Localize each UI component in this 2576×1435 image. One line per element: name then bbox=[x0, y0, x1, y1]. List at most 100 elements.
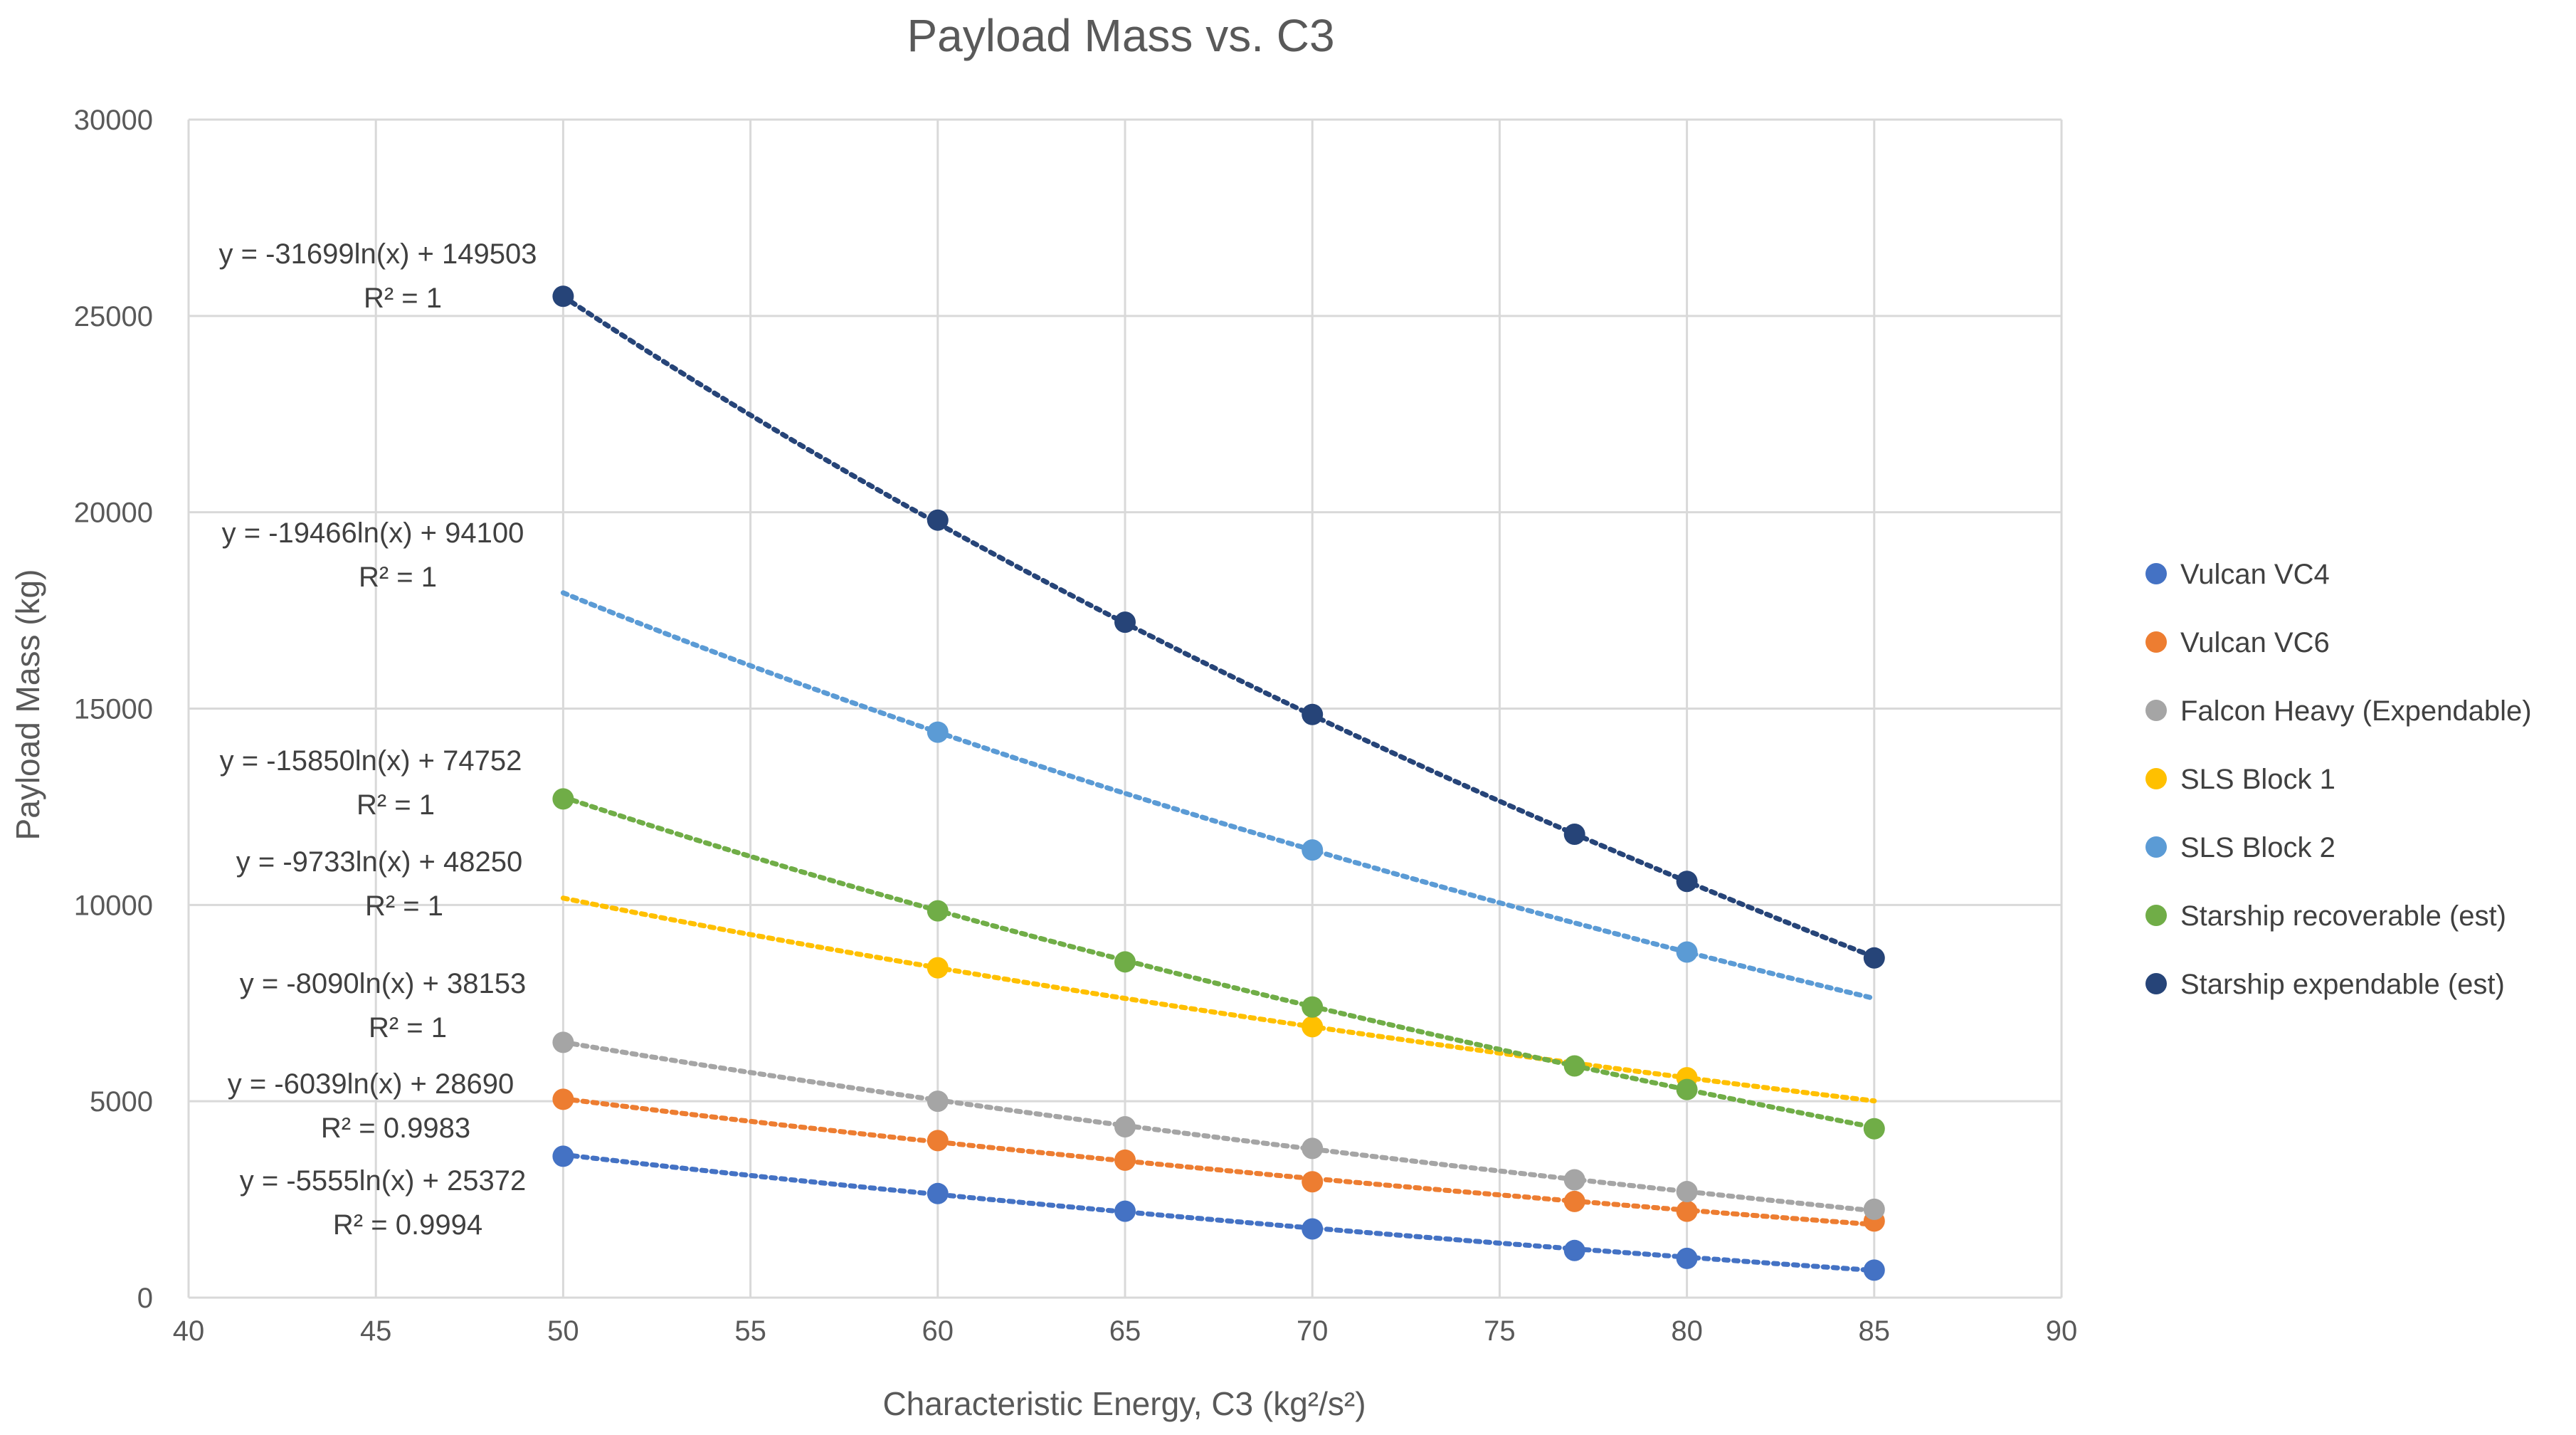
point-starship-expendable-est bbox=[552, 285, 574, 308]
y-axis-title: Payload Mass (kg) bbox=[9, 569, 46, 841]
point-falcon-heavy-expendable bbox=[1863, 1198, 1885, 1220]
trendline-starship-recoverable-est bbox=[560, 794, 1877, 1130]
trendline-equation-falcon-heavy-expendable: y = -8090ln(x) + 38153 bbox=[240, 968, 526, 999]
x-tick-label: 45 bbox=[360, 1315, 392, 1347]
legend-label-vulcan-vc6: Vulcan VC6 bbox=[2180, 627, 2330, 658]
legend-label-falcon-heavy-expendable: Falcon Heavy (Expendable) bbox=[2180, 695, 2532, 727]
trendline-r2-sls-block-2: R² = 1 bbox=[359, 562, 437, 593]
y-tick-label: 30000 bbox=[74, 105, 153, 136]
point-starship-expendable-est bbox=[1676, 871, 1698, 893]
trendline-equation-starship-recoverable-est: y = -15850ln(x) + 74752 bbox=[220, 745, 522, 777]
point-vulcan-vc6 bbox=[1114, 1149, 1136, 1171]
x-tick-label: 90 bbox=[2046, 1315, 2078, 1347]
point-starship-expendable-est bbox=[1863, 947, 1885, 969]
x-tick-label: 50 bbox=[547, 1315, 579, 1347]
point-vulcan-vc6 bbox=[927, 1130, 949, 1152]
y-tick-label: 0 bbox=[137, 1283, 153, 1314]
point-starship-expendable-est bbox=[1563, 824, 1585, 846]
point-starship-recoverable-est bbox=[552, 788, 574, 810]
trendline-sls-block-2 bbox=[560, 590, 1877, 1002]
legend-marker-sls-block-1 bbox=[2145, 768, 2167, 789]
legend-marker-vulcan-vc6 bbox=[2145, 631, 2167, 653]
point-vulcan-vc4 bbox=[1563, 1239, 1585, 1261]
point-starship-expendable-est bbox=[1114, 611, 1136, 634]
x-tick-label: 40 bbox=[173, 1315, 205, 1347]
x-tick-label: 85 bbox=[1859, 1315, 1891, 1347]
point-vulcan-vc6 bbox=[552, 1088, 574, 1110]
data-points bbox=[552, 285, 1885, 1281]
point-vulcan-vc6 bbox=[1563, 1190, 1585, 1212]
tick-labels: 40 45 50 55 60 65 70 75 80 85 90 0 5000 10000 15000 200… bbox=[74, 105, 2077, 1347]
trendline-r2-starship-expendable-est: R² = 1 bbox=[364, 283, 442, 314]
trendline-equation-starship-expendable-est: y = -31699ln(x) + 149503 bbox=[219, 238, 537, 270]
point-falcon-heavy-expendable bbox=[1114, 1116, 1136, 1138]
trendlines bbox=[560, 294, 1877, 1273]
point-vulcan-vc4 bbox=[1863, 1259, 1885, 1281]
point-vulcan-vc4 bbox=[1302, 1218, 1324, 1240]
trendline-equation-sls-block-2: y = -19466ln(x) + 94100 bbox=[222, 517, 524, 549]
trendline-vulcan-vc6 bbox=[560, 1096, 1877, 1227]
point-falcon-heavy-expendable bbox=[1563, 1169, 1585, 1191]
y-tick-label: 15000 bbox=[74, 694, 153, 725]
legend-marker-starship-recoverable-est bbox=[2145, 905, 2167, 926]
x-tick-label: 65 bbox=[1109, 1315, 1141, 1347]
trendline-vulcan-vc4 bbox=[560, 1152, 1877, 1273]
y-tick-label: 5000 bbox=[90, 1086, 153, 1118]
y-tick-label: 10000 bbox=[74, 890, 153, 921]
point-starship-recoverable-est bbox=[1863, 1118, 1885, 1140]
point-sls-block-2 bbox=[1302, 839, 1324, 861]
point-starship-recoverable-est bbox=[1302, 996, 1324, 1018]
trendline-equation-vulcan-vc4: y = -5555ln(x) + 25372 bbox=[240, 1165, 526, 1197]
x-tick-label: 75 bbox=[1484, 1315, 1516, 1347]
trendline-r2-starship-recoverable-est: R² = 1 bbox=[357, 789, 435, 821]
point-starship-expendable-est bbox=[1302, 703, 1324, 725]
legend-marker-falcon-heavy-expendable bbox=[2145, 700, 2167, 721]
point-falcon-heavy-expendable bbox=[1676, 1181, 1698, 1203]
legend-label-sls-block-2: SLS Block 2 bbox=[2180, 832, 2335, 863]
legend-label-sls-block-1: SLS Block 1 bbox=[2180, 764, 2335, 795]
point-falcon-heavy-expendable bbox=[1302, 1137, 1324, 1160]
trendline-r2-vulcan-vc4: R² = 0.9994 bbox=[333, 1209, 482, 1241]
x-tick-label: 70 bbox=[1297, 1315, 1329, 1347]
y-tick-label: 25000 bbox=[74, 301, 153, 332]
point-falcon-heavy-expendable bbox=[927, 1090, 949, 1113]
y-tick-label: 20000 bbox=[74, 498, 153, 529]
x-tick-label: 55 bbox=[734, 1315, 766, 1347]
trendline-equation-vulcan-vc6: y = -6039ln(x) + 28690 bbox=[228, 1068, 514, 1100]
point-vulcan-vc4 bbox=[927, 1182, 949, 1204]
legend-label-vulcan-vc4: Vulcan VC4 bbox=[2180, 559, 2330, 590]
chart-title: Payload Mass vs. C3 bbox=[907, 10, 1334, 61]
trendline-r2-sls-block-1: R² = 1 bbox=[365, 890, 443, 922]
point-sls-block-1 bbox=[927, 957, 949, 979]
legend-marker-sls-block-2 bbox=[2145, 836, 2167, 858]
point-vulcan-vc6 bbox=[1676, 1200, 1698, 1222]
x-axis-title: Characteristic Energy, C3 (kg²/s²) bbox=[882, 1385, 1366, 1422]
x-tick-label: 80 bbox=[1671, 1315, 1703, 1347]
point-starship-recoverable-est bbox=[1563, 1055, 1585, 1077]
legend-label-starship-recoverable-est: Starship recoverable (est) bbox=[2180, 900, 2506, 932]
legend-label-starship-expendable-est: Starship expendable (est) bbox=[2180, 969, 2505, 1000]
trendline-sls-block-1 bbox=[560, 895, 1877, 1104]
point-vulcan-vc4 bbox=[1114, 1200, 1136, 1222]
legend: Vulcan VC4 Vulcan VC6 Falcon Heavy (Expend… bbox=[2145, 559, 2532, 1000]
point-starship-recoverable-est bbox=[1114, 951, 1136, 973]
legend-marker-starship-expendable-est bbox=[2145, 973, 2167, 994]
point-falcon-heavy-expendable bbox=[552, 1031, 574, 1053]
point-starship-recoverable-est bbox=[927, 900, 949, 922]
trendline-equation-sls-block-1: y = -9733ln(x) + 48250 bbox=[236, 846, 522, 878]
point-sls-block-2 bbox=[927, 721, 949, 743]
legend-marker-vulcan-vc4 bbox=[2145, 563, 2167, 584]
point-starship-recoverable-est bbox=[1676, 1078, 1698, 1100]
x-tick-label: 60 bbox=[922, 1315, 954, 1347]
point-sls-block-2 bbox=[1676, 941, 1698, 963]
point-starship-expendable-est bbox=[927, 509, 949, 531]
trendline-labels: y = -5555ln(x) + 25372 R² = 0.9994 y = -60… bbox=[219, 238, 537, 1241]
trendline-starship-expendable-est bbox=[560, 294, 1877, 960]
trendline-falcon-heavy-expendable bbox=[560, 1039, 1877, 1214]
point-vulcan-vc6 bbox=[1302, 1171, 1324, 1193]
trendline-r2-falcon-heavy-expendable: R² = 1 bbox=[369, 1012, 447, 1044]
point-sls-block-1 bbox=[1302, 1016, 1324, 1038]
trendline-r2-vulcan-vc6: R² = 0.9983 bbox=[321, 1113, 470, 1144]
point-vulcan-vc4 bbox=[552, 1145, 574, 1167]
